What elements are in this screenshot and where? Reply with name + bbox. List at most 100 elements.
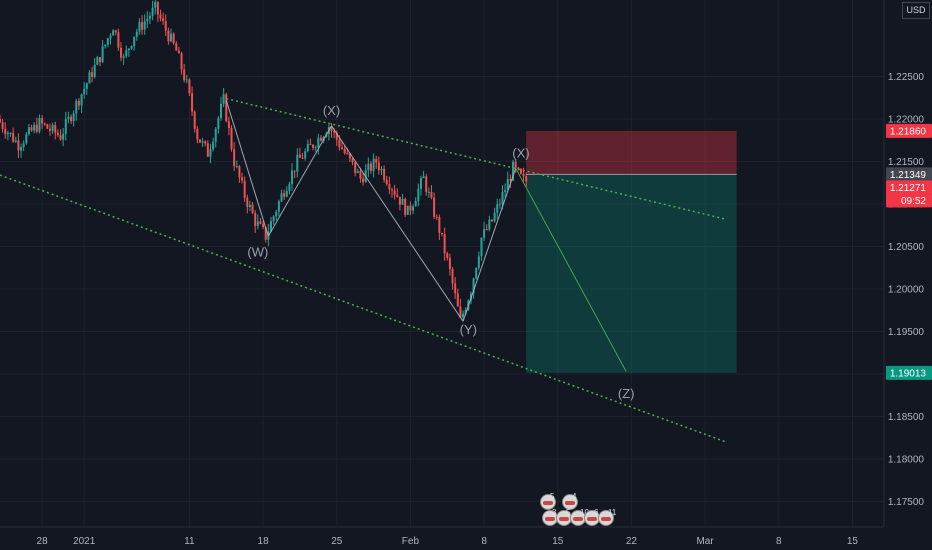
candle-body (472, 278, 475, 294)
candle-body (277, 201, 280, 212)
community-avatar-count: 5 (566, 508, 571, 517)
take-profit-zone (526, 174, 737, 373)
x-axis-ticks[interactable]: 28 2021 11 18 25 Feb 8 15 22 Mar 8 15 (37, 536, 859, 547)
price-badge-label: 1.21271 (890, 183, 927, 194)
candle-body (401, 198, 404, 205)
community-avatar-icon[interactable] (540, 494, 556, 510)
candle-body (417, 188, 420, 202)
candle-body (14, 140, 17, 142)
candle-body (396, 194, 399, 197)
candle-body (177, 50, 180, 54)
candle-body (85, 83, 88, 89)
price-badge-label: 1.21349 (890, 170, 927, 181)
candle-body (235, 166, 238, 168)
price-badge (886, 193, 932, 208)
community-avatar-icon[interactable] (562, 494, 578, 510)
candle-body (525, 176, 528, 182)
candle-body (48, 128, 51, 131)
currency-label[interactable]: USD (902, 2, 930, 19)
candle-body (146, 18, 149, 22)
community-avatar-icon[interactable] (598, 510, 614, 526)
candle-body (241, 177, 244, 181)
candle-body (204, 141, 207, 144)
candle-body (477, 256, 480, 268)
candle-body (348, 153, 351, 159)
candle-body (346, 153, 349, 155)
candle-body (93, 64, 96, 77)
candle-body (217, 117, 220, 129)
x-tick-label: 25 (331, 536, 343, 547)
candle-body (446, 253, 449, 258)
candle-body (406, 205, 409, 215)
community-avatar-count: 4 (572, 492, 577, 501)
candle-body (201, 141, 204, 143)
x-tick-label: 8 (776, 536, 782, 547)
candle-body (259, 221, 262, 224)
candle-body (6, 132, 9, 135)
price-badge (886, 167, 932, 182)
candle-body (220, 103, 222, 118)
candle-body (335, 132, 338, 140)
price-badge-label: 1.21860 (890, 126, 927, 137)
candle-body (193, 111, 196, 129)
candle-body (20, 147, 23, 151)
elliott-wave-path[interactable] (225, 100, 627, 372)
candle-body (77, 100, 80, 106)
price-badge-label: 09:52 (901, 196, 926, 207)
candle-body (254, 213, 257, 226)
candle-body (83, 88, 86, 95)
candle-body (296, 154, 299, 172)
candle-body (369, 163, 372, 171)
wave-label: (W) (247, 245, 268, 260)
candle-body (4, 128, 7, 135)
candle-body (496, 204, 499, 213)
candle-body (209, 149, 212, 157)
trend-channel[interactable] (0, 97, 727, 443)
candle-body (412, 206, 415, 211)
candle-body (156, 1, 159, 15)
candle-body (51, 125, 54, 131)
channel-upper-line (226, 97, 727, 221)
candle-body (269, 221, 272, 232)
candle-body (398, 196, 401, 205)
candle-body (443, 234, 446, 254)
candle-body (214, 128, 217, 142)
price-axis-labels: 1.21860 1.21349 1.21271 09:52 1.19013 (886, 123, 932, 380)
community-ideas-icons[interactable]: 543510611 (538, 492, 618, 528)
short-position-tool[interactable] (526, 130, 737, 373)
candle-body (154, 1, 157, 8)
community-avatar-icon[interactable] (556, 510, 572, 526)
candle-body (238, 166, 241, 178)
x-tick-label: 15 (552, 536, 564, 547)
candle-body (167, 30, 170, 42)
candle-body (125, 50, 128, 57)
x-tick-label: Mar (696, 536, 714, 547)
candle-body (227, 121, 230, 128)
candle-body (133, 36, 136, 47)
candle-body (106, 38, 109, 45)
candle-body (151, 7, 154, 17)
candle-body (180, 53, 183, 70)
x-tick-label: 8 (481, 536, 487, 547)
candle-body (317, 137, 320, 148)
candle-body (162, 18, 165, 22)
candle-body (519, 168, 522, 174)
candle-body (309, 144, 312, 146)
candle-body (38, 118, 41, 132)
candle-body (312, 144, 315, 148)
candle-body (314, 147, 317, 149)
stop-loss-zone (526, 130, 737, 175)
community-avatar-icon[interactable] (542, 510, 558, 526)
candle-body (225, 94, 228, 122)
candle-body (375, 158, 378, 163)
candle-body (306, 144, 309, 152)
candle-body (96, 57, 99, 65)
wave-label: (Z) (618, 386, 635, 401)
candle-body (388, 184, 391, 190)
y-tick-label: 1.20000 (888, 285, 925, 296)
candle-body (330, 126, 333, 131)
candle-body (251, 204, 254, 214)
candle-body (285, 190, 288, 197)
